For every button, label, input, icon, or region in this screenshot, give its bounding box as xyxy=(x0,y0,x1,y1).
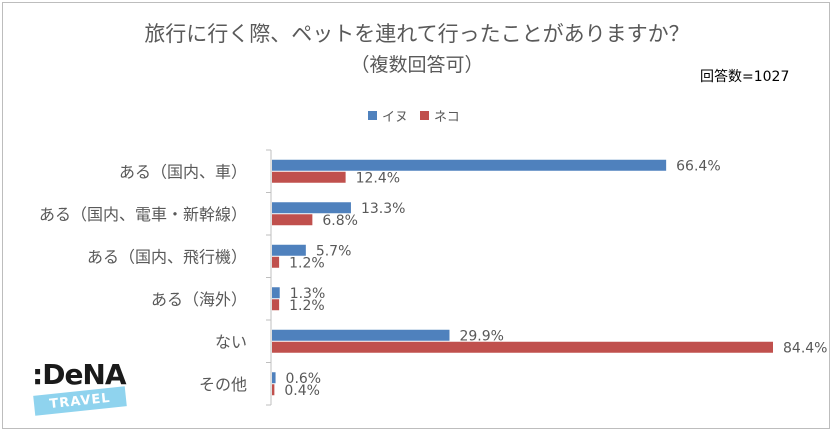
bar-cat xyxy=(272,214,313,226)
data-label: 1.2% xyxy=(289,255,325,271)
chart-frame xyxy=(2,2,830,429)
data-label: 1.3% xyxy=(290,286,326,302)
respondent-count: 回答数=1027 xyxy=(700,69,790,85)
bar-dog xyxy=(272,244,306,256)
category-label: ある（国内、飛行機） xyxy=(87,247,247,266)
bar-cat xyxy=(272,171,346,183)
logo-wordmark: :DeNA xyxy=(32,358,127,391)
bar-cat xyxy=(272,256,280,268)
legend-swatch-dog xyxy=(368,111,377,120)
legend-label-cat: ネコ xyxy=(434,110,460,125)
data-label: 84.4% xyxy=(783,340,827,356)
bar-dog xyxy=(272,159,667,171)
logo-subtext: TRAVEL xyxy=(48,390,112,412)
legend-item-dog: イヌ xyxy=(368,106,408,125)
legend-swatch-cat xyxy=(420,111,430,120)
chart-title: 旅行に行く際、ペットを連れて行ったことがありますか？ xyxy=(144,22,690,46)
data-label: 6.8% xyxy=(322,213,358,229)
chart-subtitle: （複数回答可） xyxy=(350,54,484,76)
dena-travel-logo: :DeNA TRAVEL xyxy=(30,358,140,418)
data-label: 66.4% xyxy=(676,158,720,174)
data-label: 5.7% xyxy=(316,243,352,259)
category-label: その他 xyxy=(199,375,247,394)
data-label: 13.3% xyxy=(361,201,405,217)
bar-dog xyxy=(272,287,280,299)
bar-cat xyxy=(272,384,275,396)
category-label: ある（海外） xyxy=(151,290,247,309)
category-label: ある（国内、車） xyxy=(119,162,247,181)
bar-dog xyxy=(272,372,276,384)
bar-cat xyxy=(272,341,773,353)
category-label: ある（国内、電車・新幹線） xyxy=(39,205,247,224)
data-label: 0.4% xyxy=(284,383,320,399)
data-label: 29.9% xyxy=(459,328,503,344)
data-label: 12.4% xyxy=(356,170,400,186)
category-label: ない xyxy=(215,332,247,351)
bar-dog xyxy=(272,202,351,214)
bar-cat xyxy=(272,299,280,311)
legend-label-dog: イヌ xyxy=(382,110,409,125)
legend: イヌ ネコ xyxy=(368,106,460,125)
legend-item-cat: ネコ xyxy=(420,106,460,125)
data-label: 1.2% xyxy=(289,298,325,314)
bar-dog xyxy=(272,329,450,341)
data-label: 0.6% xyxy=(286,371,322,387)
